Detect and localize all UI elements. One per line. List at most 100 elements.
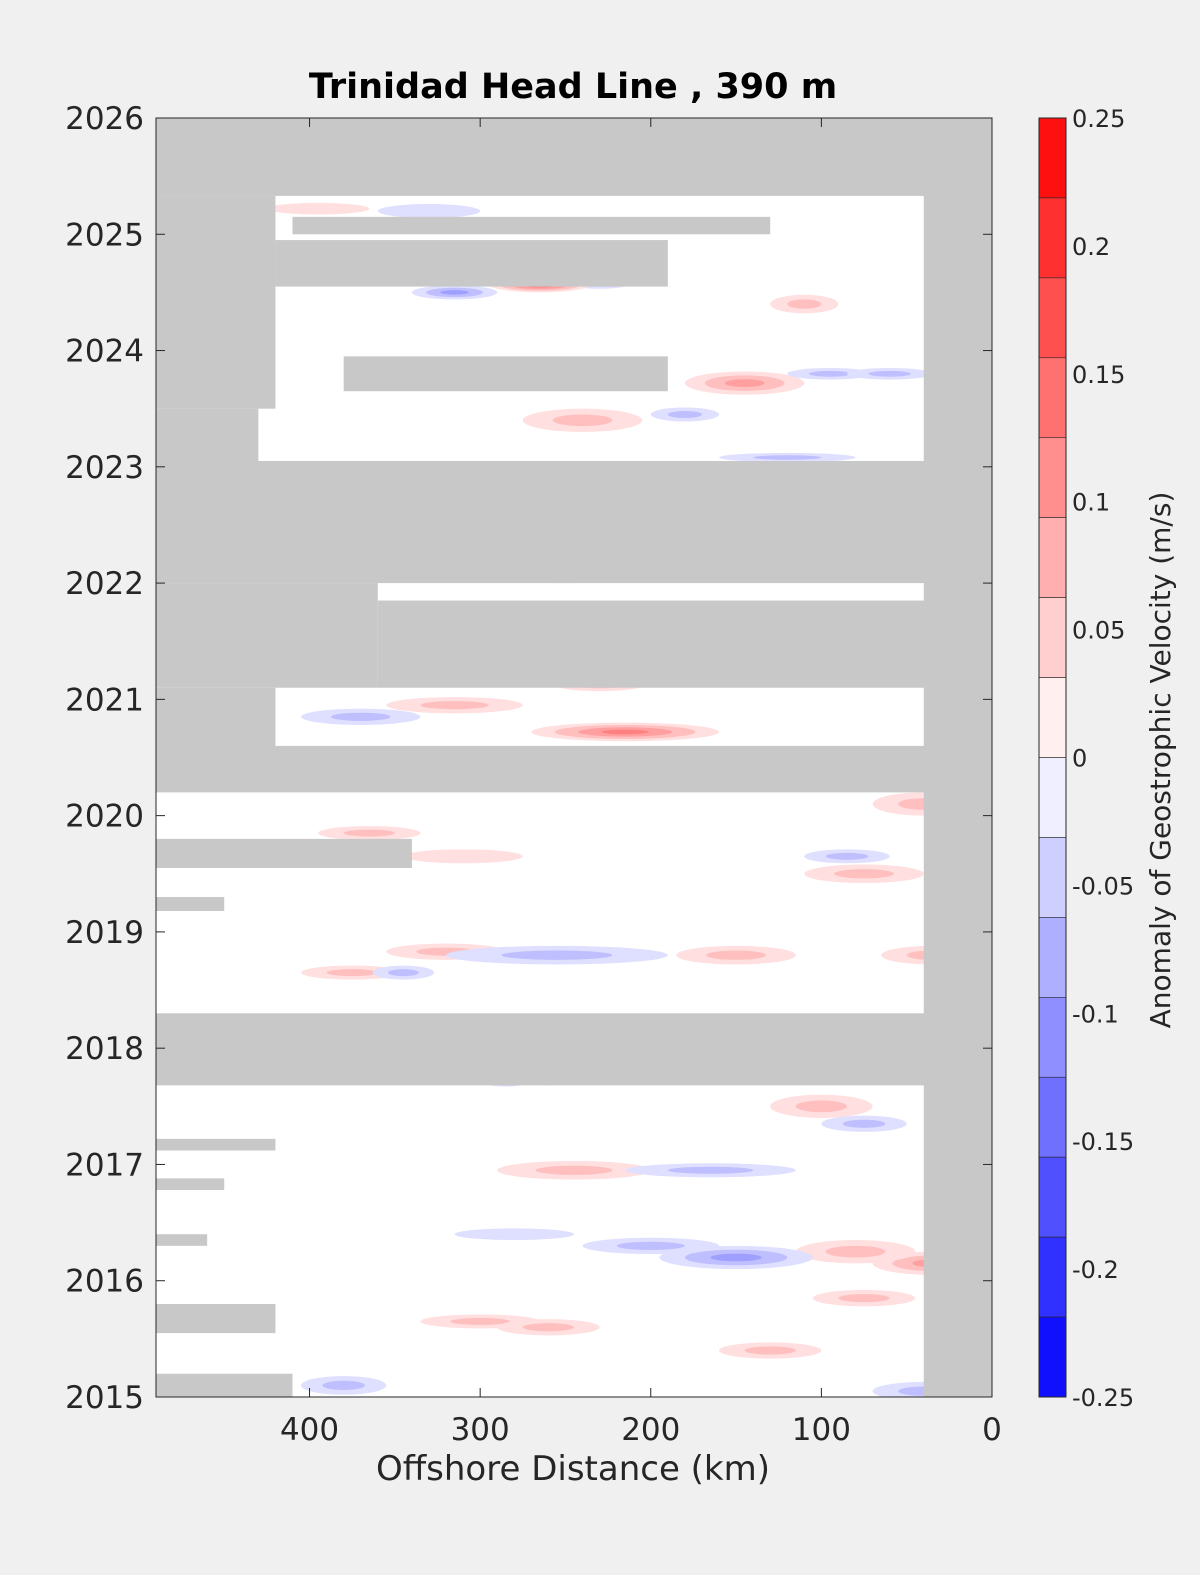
anomaly-blob xyxy=(403,849,523,864)
colorbar-segment xyxy=(1038,117,1067,199)
plot-area xyxy=(155,117,993,1398)
anomaly-blob xyxy=(625,1163,796,1178)
anomaly-blob xyxy=(770,294,839,314)
no-data-layer xyxy=(156,118,992,1397)
y-tick-label: 2024 xyxy=(65,334,144,370)
x-tick-label: 100 xyxy=(792,1412,851,1448)
anomaly-contour xyxy=(601,729,649,735)
anomaly-contour xyxy=(753,455,822,460)
colorbar-tick-label: -0.2 xyxy=(1072,1256,1119,1284)
colorbar-tick-label: 0 xyxy=(1072,745,1087,773)
anomaly-blob xyxy=(719,1342,822,1359)
colorbar-tick-label: -0.1 xyxy=(1072,1000,1119,1028)
colorbar-segment xyxy=(1038,517,1067,598)
anomaly-blob xyxy=(531,722,720,742)
no-data-region xyxy=(292,216,771,235)
anomaly-contour xyxy=(795,1100,847,1113)
anomaly-blob xyxy=(821,1115,907,1132)
anomaly-contour xyxy=(787,299,822,309)
anomaly-contour xyxy=(266,202,370,215)
colorbar-tick-label: 0.2 xyxy=(1072,233,1110,261)
anomaly-contour xyxy=(420,701,489,710)
no-data-region xyxy=(156,118,992,196)
colorbar-segment xyxy=(1038,357,1067,439)
anomaly-blob xyxy=(719,452,856,463)
anomaly-contour xyxy=(326,969,378,977)
anomaly-contour xyxy=(322,1380,365,1391)
no-data-region xyxy=(156,897,225,911)
anomaly-blob xyxy=(795,1240,916,1264)
chart-title: Trinidad Head Line , 390 m xyxy=(309,67,837,107)
anomaly-blob xyxy=(411,285,498,300)
no-data-region xyxy=(156,1303,276,1334)
x-tick-label: 200 xyxy=(621,1412,680,1448)
colorbar-segment xyxy=(1038,1076,1067,1158)
anomaly-blob xyxy=(497,1160,651,1180)
anomaly-contour xyxy=(724,379,765,387)
anomaly-contour xyxy=(838,1294,890,1303)
y-tick-label: 2018 xyxy=(65,1031,144,1067)
no-data-region xyxy=(156,461,992,584)
anomaly-contour xyxy=(388,969,419,977)
colorbar-segment xyxy=(1038,1236,1067,1318)
no-data-region xyxy=(156,1178,225,1191)
anomaly-contour xyxy=(825,1245,886,1258)
colorbar-segment xyxy=(1038,757,1067,838)
anomaly-contour xyxy=(522,1323,574,1332)
anomaly-contour xyxy=(440,290,469,295)
no-data-region xyxy=(156,583,378,688)
colorbar-frame xyxy=(1038,117,1067,1398)
y-tick-label: 2023 xyxy=(65,450,144,486)
anomaly-blob xyxy=(266,202,370,215)
colorbar-tick-label: 0.05 xyxy=(1072,617,1125,645)
colorbar-segment xyxy=(1038,1156,1067,1238)
x-axis-label: Offshore Distance (km) xyxy=(376,1449,770,1489)
no-data-region xyxy=(377,600,992,688)
colorbar-segment xyxy=(1038,837,1067,918)
y-tick-label: 2016 xyxy=(65,1264,144,1300)
anomaly-contour xyxy=(616,1241,685,1250)
y-tick-label: 2015 xyxy=(65,1380,144,1416)
colorbar-tick-label: -0.25 xyxy=(1072,1384,1134,1412)
no-data-region xyxy=(156,1234,208,1246)
anomaly-contour xyxy=(868,370,911,377)
anomaly-blob xyxy=(812,1290,916,1307)
anomaly-blob xyxy=(787,367,873,380)
anomaly-contour xyxy=(808,370,852,377)
anomaly-contour xyxy=(450,1317,511,1325)
anomaly-blob xyxy=(676,945,796,965)
colorbar-tick-label: 0.1 xyxy=(1072,489,1110,517)
colorbar-segment xyxy=(1038,1316,1067,1398)
plot-frame xyxy=(155,117,993,1398)
colorbar-segment xyxy=(1038,997,1067,1078)
x-tick-label: 0 xyxy=(982,1412,1002,1448)
anomaly-contour xyxy=(825,852,869,860)
colorbar-label: Anomaly of Geostrophic Velocity (m/s) xyxy=(1144,492,1177,1029)
anomaly-blob xyxy=(846,367,933,380)
anomaly-contour xyxy=(454,1228,574,1241)
anomaly-blob xyxy=(804,849,890,864)
no-data-region xyxy=(156,838,412,868)
y-tick-label: 2026 xyxy=(65,101,144,137)
colorbar-segment xyxy=(1038,917,1067,998)
anomaly-contour xyxy=(343,829,395,837)
anomaly-blob xyxy=(318,826,421,841)
anomaly-blob xyxy=(684,371,805,395)
anomaly-blob xyxy=(377,204,481,218)
colorbar-tick-label: 0.15 xyxy=(1072,361,1125,389)
x-axis: 400 300 200 100 0 xyxy=(280,118,1002,1448)
anomaly-contour xyxy=(667,411,702,418)
colorbar-segment xyxy=(1038,677,1067,758)
anomaly-contour xyxy=(834,869,894,879)
no-data-region xyxy=(156,1013,992,1086)
anomaly-blob xyxy=(301,708,421,725)
anomaly-blob xyxy=(301,1376,387,1395)
anomaly-contour xyxy=(403,849,523,864)
colorbar-segment xyxy=(1038,197,1067,279)
anomaly-blob xyxy=(446,945,668,965)
anomaly-contour xyxy=(667,1166,754,1174)
no-data-region xyxy=(156,408,259,467)
x-tick-label: 300 xyxy=(451,1412,510,1448)
anomaly-contour xyxy=(377,204,481,218)
